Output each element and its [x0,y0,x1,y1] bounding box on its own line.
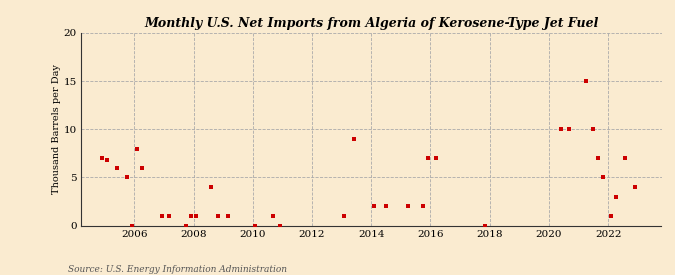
Point [620,156,630,160]
Point [190,214,201,218]
Point [102,158,113,162]
Point [181,223,192,228]
Point [418,204,429,208]
Point [267,214,278,218]
Point [339,214,350,218]
Point [136,166,147,170]
Point [156,214,167,218]
Point [556,127,567,131]
Point [605,214,616,218]
Point [610,194,621,199]
Point [163,214,174,218]
Point [580,79,591,83]
Point [430,156,441,160]
Point [97,156,108,160]
Point [112,166,123,170]
Point [479,223,490,228]
Point [403,204,414,208]
Point [598,175,609,180]
Y-axis label: Thousand Barrels per Day: Thousand Barrels per Day [52,64,61,194]
Point [564,127,574,131]
Point [205,185,216,189]
Point [593,156,604,160]
Point [186,214,196,218]
Title: Monthly U.S. Net Imports from Algeria of Kerosene-Type Jet Fuel: Monthly U.S. Net Imports from Algeria of… [144,17,599,31]
Point [349,137,360,141]
Point [381,204,392,208]
Point [223,214,234,218]
Point [588,127,599,131]
Point [423,156,433,160]
Point [122,175,132,180]
Point [369,204,379,208]
Text: Source: U.S. Energy Information Administration: Source: U.S. Energy Information Administ… [68,265,286,274]
Point [131,146,142,151]
Point [126,223,137,228]
Point [630,185,641,189]
Point [213,214,223,218]
Point [275,223,286,228]
Point [250,223,261,228]
